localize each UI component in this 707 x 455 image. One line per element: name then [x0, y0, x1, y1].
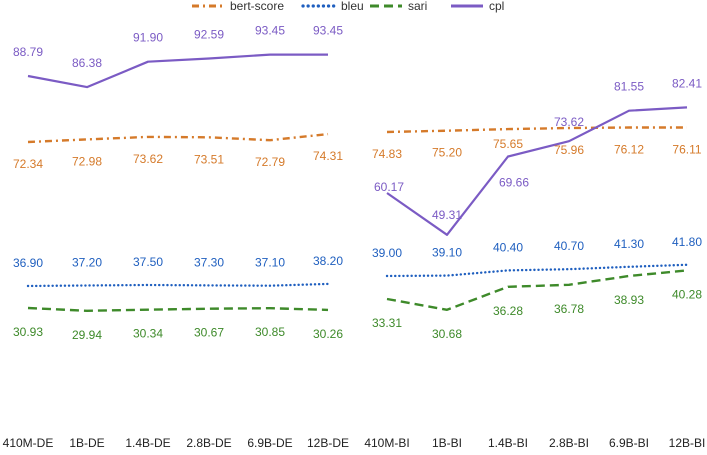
data-label-bert-score-6-9b-bi: 76.12 — [614, 142, 644, 156]
data-label-bleu-1b-de: 37.20 — [72, 256, 102, 270]
data-label-cpl-6-9b-de: 93.45 — [255, 24, 285, 38]
data-label-bleu-1-4b-de: 37.50 — [133, 255, 163, 269]
data-label-cpl-12b-de: 93.45 — [313, 24, 343, 38]
data-label-bleu-6-9b-de: 37.10 — [255, 256, 285, 270]
data-label-bleu-12b-bi: 41.80 — [672, 235, 702, 249]
series-line-bleu-bi — [385, 263, 689, 278]
series-line-cpl-bi — [386, 106, 688, 236]
data-label-sari-410m-de: 30.93 — [13, 325, 43, 339]
data-label-cpl-1b-bi: 49.31 — [432, 208, 462, 222]
series-line-sari-bi — [386, 269, 688, 311]
data-label-bleu-2-8b-bi: 40.70 — [554, 239, 584, 253]
legend-item-bleu: bleu — [301, 0, 364, 13]
data-label-sari-1b-bi: 30.68 — [432, 327, 462, 341]
data-label-sari-1-4b-bi: 36.28 — [493, 304, 523, 318]
data-label-bert-score-2-8b-bi: 75.96 — [554, 143, 584, 157]
legend-label-bleu: bleu — [341, 0, 364, 13]
x-tick-1b-de: 1B-DE — [69, 436, 104, 450]
series-line-bert-score-de — [27, 132, 329, 144]
panel-bi — [385, 106, 689, 311]
series-lines — [26, 53, 689, 312]
x-tick-12b-bi: 12B-BI — [669, 436, 706, 450]
series-line-bert-score-bi — [386, 126, 687, 134]
legend-item-cpl: cpl — [451, 0, 504, 13]
x-tick-410m-bi: 410M-BI — [364, 436, 409, 450]
data-label-bleu-410m-de: 36.90 — [13, 256, 43, 270]
x-tick-1-4b-de: 1.4B-DE — [125, 436, 170, 450]
x-tick-12b-de: 12B-DE — [307, 436, 349, 450]
data-label-bert-score-1b-bi: 75.20 — [432, 146, 462, 160]
legend-item-sari: sari — [370, 0, 427, 13]
data-label-bleu-1-4b-bi: 40.40 — [493, 240, 523, 254]
x-tick-2-8b-de: 2.8B-DE — [186, 436, 231, 450]
data-label-sari-12b-de: 30.26 — [313, 327, 343, 341]
x-tick-410m-de: 410M-DE — [3, 436, 54, 450]
data-label-bleu-1b-bi: 39.10 — [432, 246, 462, 260]
legend-item-bert-score: bert-score — [192, 0, 284, 13]
data-label-sari-2-8b-bi: 36.78 — [554, 302, 584, 316]
data-label-bleu-410m-bi: 39.00 — [372, 246, 402, 260]
data-label-cpl-2-8b-de: 92.59 — [194, 28, 224, 42]
x-tick-1b-bi: 1B-BI — [432, 436, 462, 450]
data-label-cpl-2-8b-bi: 73.62 — [554, 115, 584, 129]
data-label-bert-score-1b-de: 72.98 — [72, 154, 102, 168]
data-label-bert-score-12b-bi: 76.11 — [672, 143, 701, 157]
data-label-cpl-1-4b-de: 91.90 — [133, 31, 163, 45]
data-label-sari-1b-de: 29.94 — [72, 328, 102, 342]
data-label-cpl-410m-bi: 60.17 — [374, 180, 404, 194]
data-label-sari-1-4b-de: 30.34 — [133, 327, 163, 341]
data-label-bert-score-2-8b-de: 73.51 — [194, 152, 224, 166]
data-label-sari-6-9b-bi: 38.93 — [614, 293, 644, 307]
x-tick-1-4b-bi: 1.4B-BI — [488, 436, 528, 450]
legend-label-cpl: cpl — [489, 0, 504, 13]
data-label-bert-score-410m-bi: 74.83 — [372, 147, 402, 161]
data-label-bleu-2-8b-de: 37.30 — [194, 255, 224, 269]
data-label-cpl-410m-de: 88.79 — [13, 45, 43, 59]
x-tick-6-9b-bi: 6.9B-BI — [609, 436, 649, 450]
data-label-bert-score-6-9b-de: 72.79 — [255, 155, 285, 169]
series-line-cpl-de — [27, 53, 328, 89]
panel-de — [26, 53, 330, 312]
data-label-sari-6-9b-de: 30.85 — [255, 325, 285, 339]
data-label-cpl-1-4b-bi: 69.66 — [499, 175, 529, 189]
legend-label-bert-score: bert-score — [230, 0, 284, 13]
data-label-cpl-1b-de: 86.38 — [72, 56, 102, 70]
series-line-bleu-de — [26, 282, 330, 288]
x-tick-6-9b-de: 6.9B-DE — [247, 436, 292, 450]
series-line-sari-de — [27, 306, 329, 312]
data-label-sari-12b-bi: 40.28 — [672, 287, 702, 301]
data-label-sari-2-8b-de: 30.67 — [194, 326, 224, 340]
data-label-cpl-6-9b-bi: 81.55 — [614, 80, 644, 94]
data-label-bert-score-410m-de: 72.34 — [13, 157, 43, 171]
data-label-bert-score-1-4b-de: 73.62 — [133, 152, 163, 166]
x-tick-2-8b-bi: 2.8B-BI — [549, 436, 589, 450]
data-label-bleu-12b-de: 38.20 — [313, 254, 343, 268]
data-labels: 72.34 72.98 73.62 73.51 72.79 74.31 36.90 37.20… — [13, 24, 702, 342]
legend-label-sari: sari — [408, 0, 427, 13]
data-label-bert-score-1-4b-bi: 75.65 — [493, 137, 523, 151]
data-label-cpl-12b-bi: 82.41 — [672, 76, 702, 90]
data-label-bleu-6-9b-bi: 41.30 — [614, 237, 644, 251]
legend: bert-score bleu sari cpl — [192, 0, 504, 13]
x-axis-ticks: 410M-DE 1B-DE 1.4B-DE 2.8B-DE 6.9B-DE 12B-DE 4… — [3, 436, 706, 450]
data-label-bert-score-12b-de: 74.31 — [313, 149, 343, 163]
data-label-sari-410m-bi: 33.31 — [372, 316, 402, 330]
